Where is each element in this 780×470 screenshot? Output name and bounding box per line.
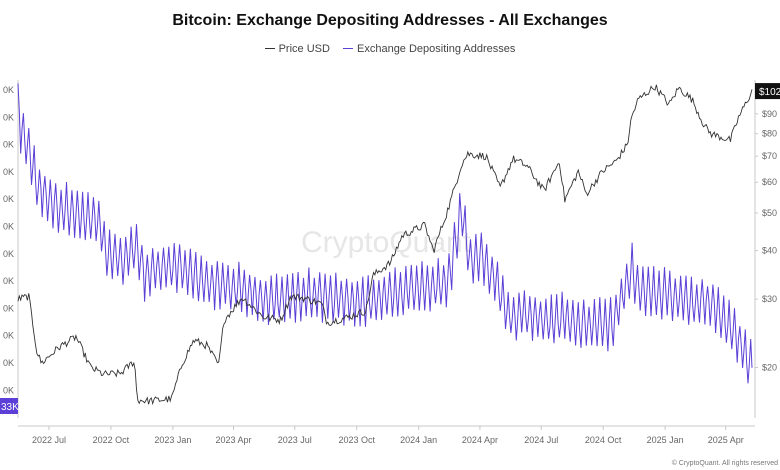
left-tick-label: 0K (3, 249, 14, 259)
left-axis: 0K 0K 0K 0K 0K 0K 0K 0K 0K 0K 0K 0K (3, 85, 14, 395)
credit-text: © CryptoQuant. All rights reserved (671, 460, 778, 467)
legend-swatch-price (264, 48, 275, 49)
x-tick-label: 2023 Oct (338, 435, 375, 445)
legend-label-price: Price USD (278, 42, 330, 55)
legend-item-price[interactable]: Price USD (264, 42, 330, 55)
left-tick-label: 0K (3, 112, 14, 122)
addresses-current-badge (0, 398, 18, 414)
right-tick-label: $50 (762, 208, 777, 218)
right-tick-label: $60 (762, 177, 777, 187)
series-line-exchange-depositing-addresses (17, 83, 753, 384)
x-tick-label: 2025 Apr (708, 435, 744, 445)
x-axis: 2022 Jul 2022 Oct 2023 Jan 2023 Apr 2023 Jul… (32, 426, 744, 445)
watermark: CryptoQuant (301, 226, 472, 259)
right-tick-label: $80 (762, 129, 777, 139)
left-tick-label: 0K (3, 385, 14, 395)
chart-legend: Price USD Exchange Depositing Addresses (0, 40, 780, 55)
x-tick-label: 2024 Apr (462, 435, 498, 445)
left-tick-label: 0K (3, 85, 14, 95)
left-tick-label: 0K (3, 140, 14, 150)
axis-badges: $102 33K (0, 83, 780, 414)
left-tick-label: 0K (3, 222, 14, 232)
right-tick-label: $70 (762, 151, 777, 161)
right-tick-label: $20 (762, 362, 777, 372)
chart-title: Bitcoin: Exchange Depositing Addresses -… (172, 12, 608, 29)
x-tick-label: 2024 Jan (400, 435, 437, 445)
x-tick-label: 2023 Apr (215, 435, 251, 445)
legend-item-addresses[interactable]: Exchange Depositing Addresses (343, 43, 515, 55)
right-tick-label: $40 (762, 246, 777, 256)
x-tick-label: 2022 Jul (32, 435, 66, 445)
right-axis: $90 $80 $70 $60 $50 $40 $30 $20 (755, 109, 777, 372)
left-tick-label: 0K (3, 303, 14, 313)
left-tick-label: 0K (3, 276, 14, 286)
price-current-label: $102 (759, 87, 780, 98)
x-tick-label: 2024 Jul (524, 435, 558, 445)
left-tick-label: 0K (3, 331, 14, 341)
x-tick-label: 2024 Oct (585, 435, 622, 445)
legend-label-addresses: Exchange Depositing Addresses (357, 42, 516, 55)
series-line-price-usd (17, 84, 753, 406)
left-tick-label: 0K (3, 358, 14, 368)
addresses-current-label: 33K (1, 402, 19, 413)
series-layer (17, 83, 753, 406)
x-tick-label: 2023 Jul (278, 435, 312, 445)
left-tick-label: 0K (3, 167, 14, 177)
right-tick-label: $30 (762, 294, 777, 304)
legend-swatch-addresses (343, 48, 353, 49)
x-tick-label: 2023 Jan (154, 435, 191, 445)
x-tick-label: 2025 Jan (647, 435, 684, 445)
x-tick-label: 2022 Oct (93, 435, 130, 445)
price-current-badge (755, 83, 780, 100)
left-tick-label: 0K (3, 194, 14, 204)
right-tick-label: $90 (762, 109, 777, 119)
